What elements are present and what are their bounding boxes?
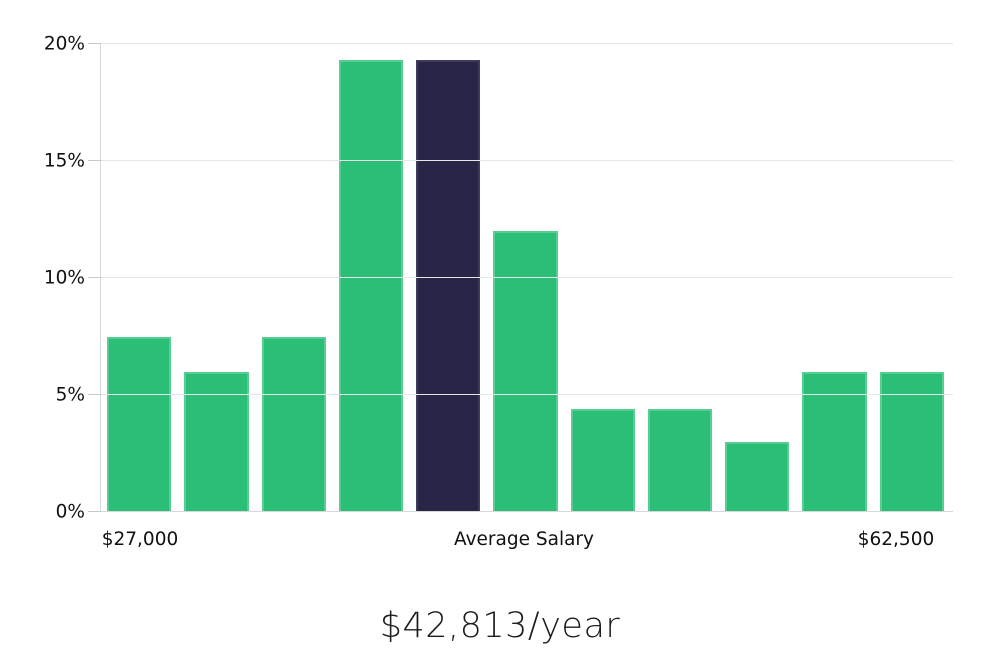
histogram-bar[interactable] [647, 409, 713, 512]
histogram-bars [107, 44, 944, 512]
y-axis-tick-label: 5% [55, 384, 85, 406]
plot-area [88, 43, 953, 512]
y-axis: 0% 5% 10% 15% 20% [0, 34, 85, 523]
histogram-bar[interactable] [107, 336, 172, 512]
x-axis-label-min: $27,000 [101, 529, 179, 550]
y-axis-tick-label: 0% [55, 501, 85, 523]
histogram-bar[interactable] [493, 231, 558, 512]
histogram-bar[interactable] [879, 371, 944, 512]
histogram-bar[interactable] [802, 371, 867, 512]
gridline-5% [101, 394, 953, 395]
average-salary-title: $42,813/year [379, 606, 621, 646]
histogram-bar[interactable] [338, 60, 404, 512]
histogram-bar[interactable] [261, 336, 326, 512]
y-axis-tick-label: 20% [43, 33, 85, 55]
histogram-bar[interactable] [184, 371, 249, 512]
x-axis-label-max: $62,500 [857, 529, 935, 550]
gridline-0% [101, 511, 953, 512]
y-axis-tick [88, 160, 101, 161]
histogram-bar[interactable] [570, 409, 635, 512]
y-axis-tick [88, 511, 101, 512]
histogram-bar[interactable] [725, 441, 790, 512]
y-axis-tick-label: 15% [43, 150, 85, 172]
gridline-10% [101, 277, 953, 278]
highlighted-average-bar[interactable] [416, 60, 481, 512]
y-axis-tick [88, 277, 101, 278]
gridline-20% [101, 43, 953, 44]
y-axis-tick [88, 394, 101, 395]
x-axis-label-average-salary: Average Salary [454, 529, 594, 550]
gridline-15% [101, 160, 953, 161]
y-axis-tick [88, 43, 101, 44]
y-axis-tick-label: 10% [43, 267, 85, 289]
